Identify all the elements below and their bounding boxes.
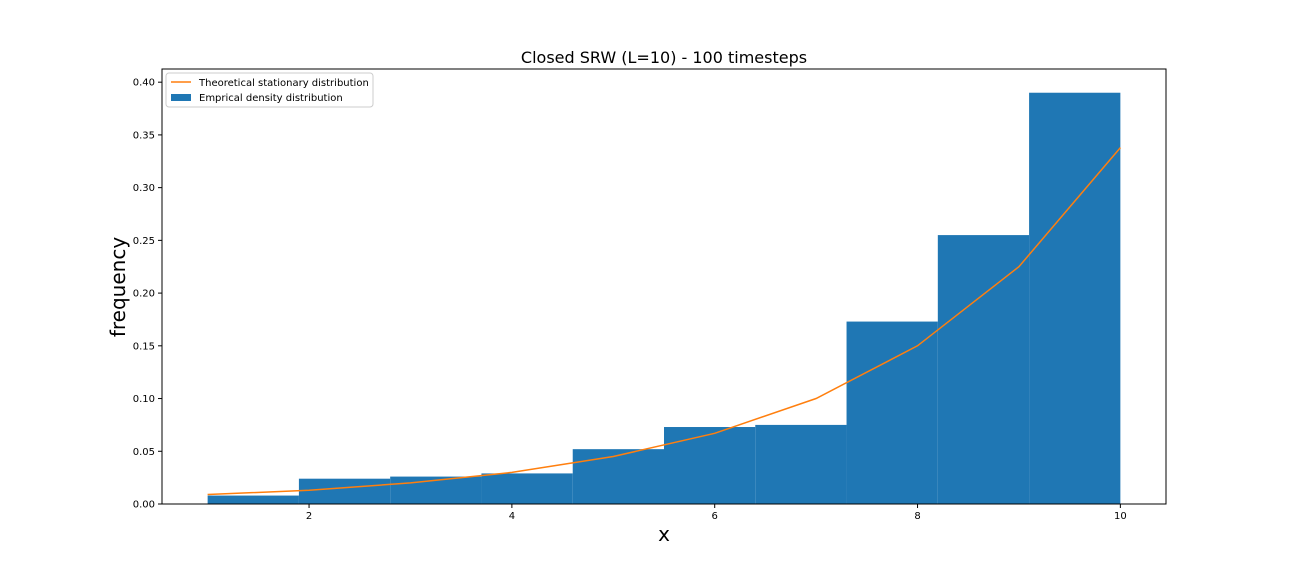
x-tick-label: 2 (306, 511, 312, 522)
histogram-bar (937, 235, 1030, 504)
histogram-bar (207, 495, 299, 504)
histogram-bar (298, 478, 391, 504)
y-tick-label: 0.25 (133, 236, 155, 247)
x-tick-label: 10 (1114, 511, 1127, 522)
theoretical-line-layer (207, 147, 1121, 496)
y-tick-label: 0.20 (133, 289, 155, 300)
y-axis-title: frequency (106, 237, 130, 337)
histogram-bar (1029, 92, 1121, 505)
chart-title: Closed SRW (L=10) - 100 timesteps (521, 48, 807, 67)
histogram-bar (664, 427, 756, 504)
y-tick-label: 0.00 (133, 500, 155, 511)
histogram-bars (207, 92, 1121, 505)
x-axis-title: x (658, 522, 670, 546)
legend-bar-swatch (171, 94, 191, 101)
y-tick-label: 0.35 (133, 130, 155, 141)
y-tick-label: 0.05 (133, 447, 155, 458)
legend-label-theoretical: Theoretical stationary distribution (198, 78, 369, 89)
histogram-bar (390, 476, 482, 504)
y-tick-label: 0.40 (133, 78, 155, 89)
x-axis: 2 4 6 8 10 (306, 504, 1127, 522)
y-tick-label: 0.30 (133, 183, 155, 194)
plot-frame (161, 68, 1167, 505)
histogram-bar (572, 449, 664, 504)
y-tick-label: 0.10 (133, 394, 155, 405)
x-tick-label: 6 (712, 511, 718, 522)
histogram-bar (846, 321, 938, 504)
x-tick-label: 4 (509, 511, 515, 522)
histogram-bar (755, 424, 847, 504)
legend: Theoretical stationary distribution Empr… (165, 72, 374, 108)
x-tick-label: 8 (914, 511, 920, 522)
histogram-bar (481, 473, 573, 504)
legend-label-empirical: Emprical density distribution (199, 93, 343, 104)
y-axis: 0.00 0.05 0.10 0.15 0.20 0.25 0.30 0.35 0.40 (133, 78, 162, 511)
legend-box (165, 72, 374, 108)
y-tick-label: 0.15 (133, 341, 155, 352)
theoretical-line (207, 147, 1121, 496)
